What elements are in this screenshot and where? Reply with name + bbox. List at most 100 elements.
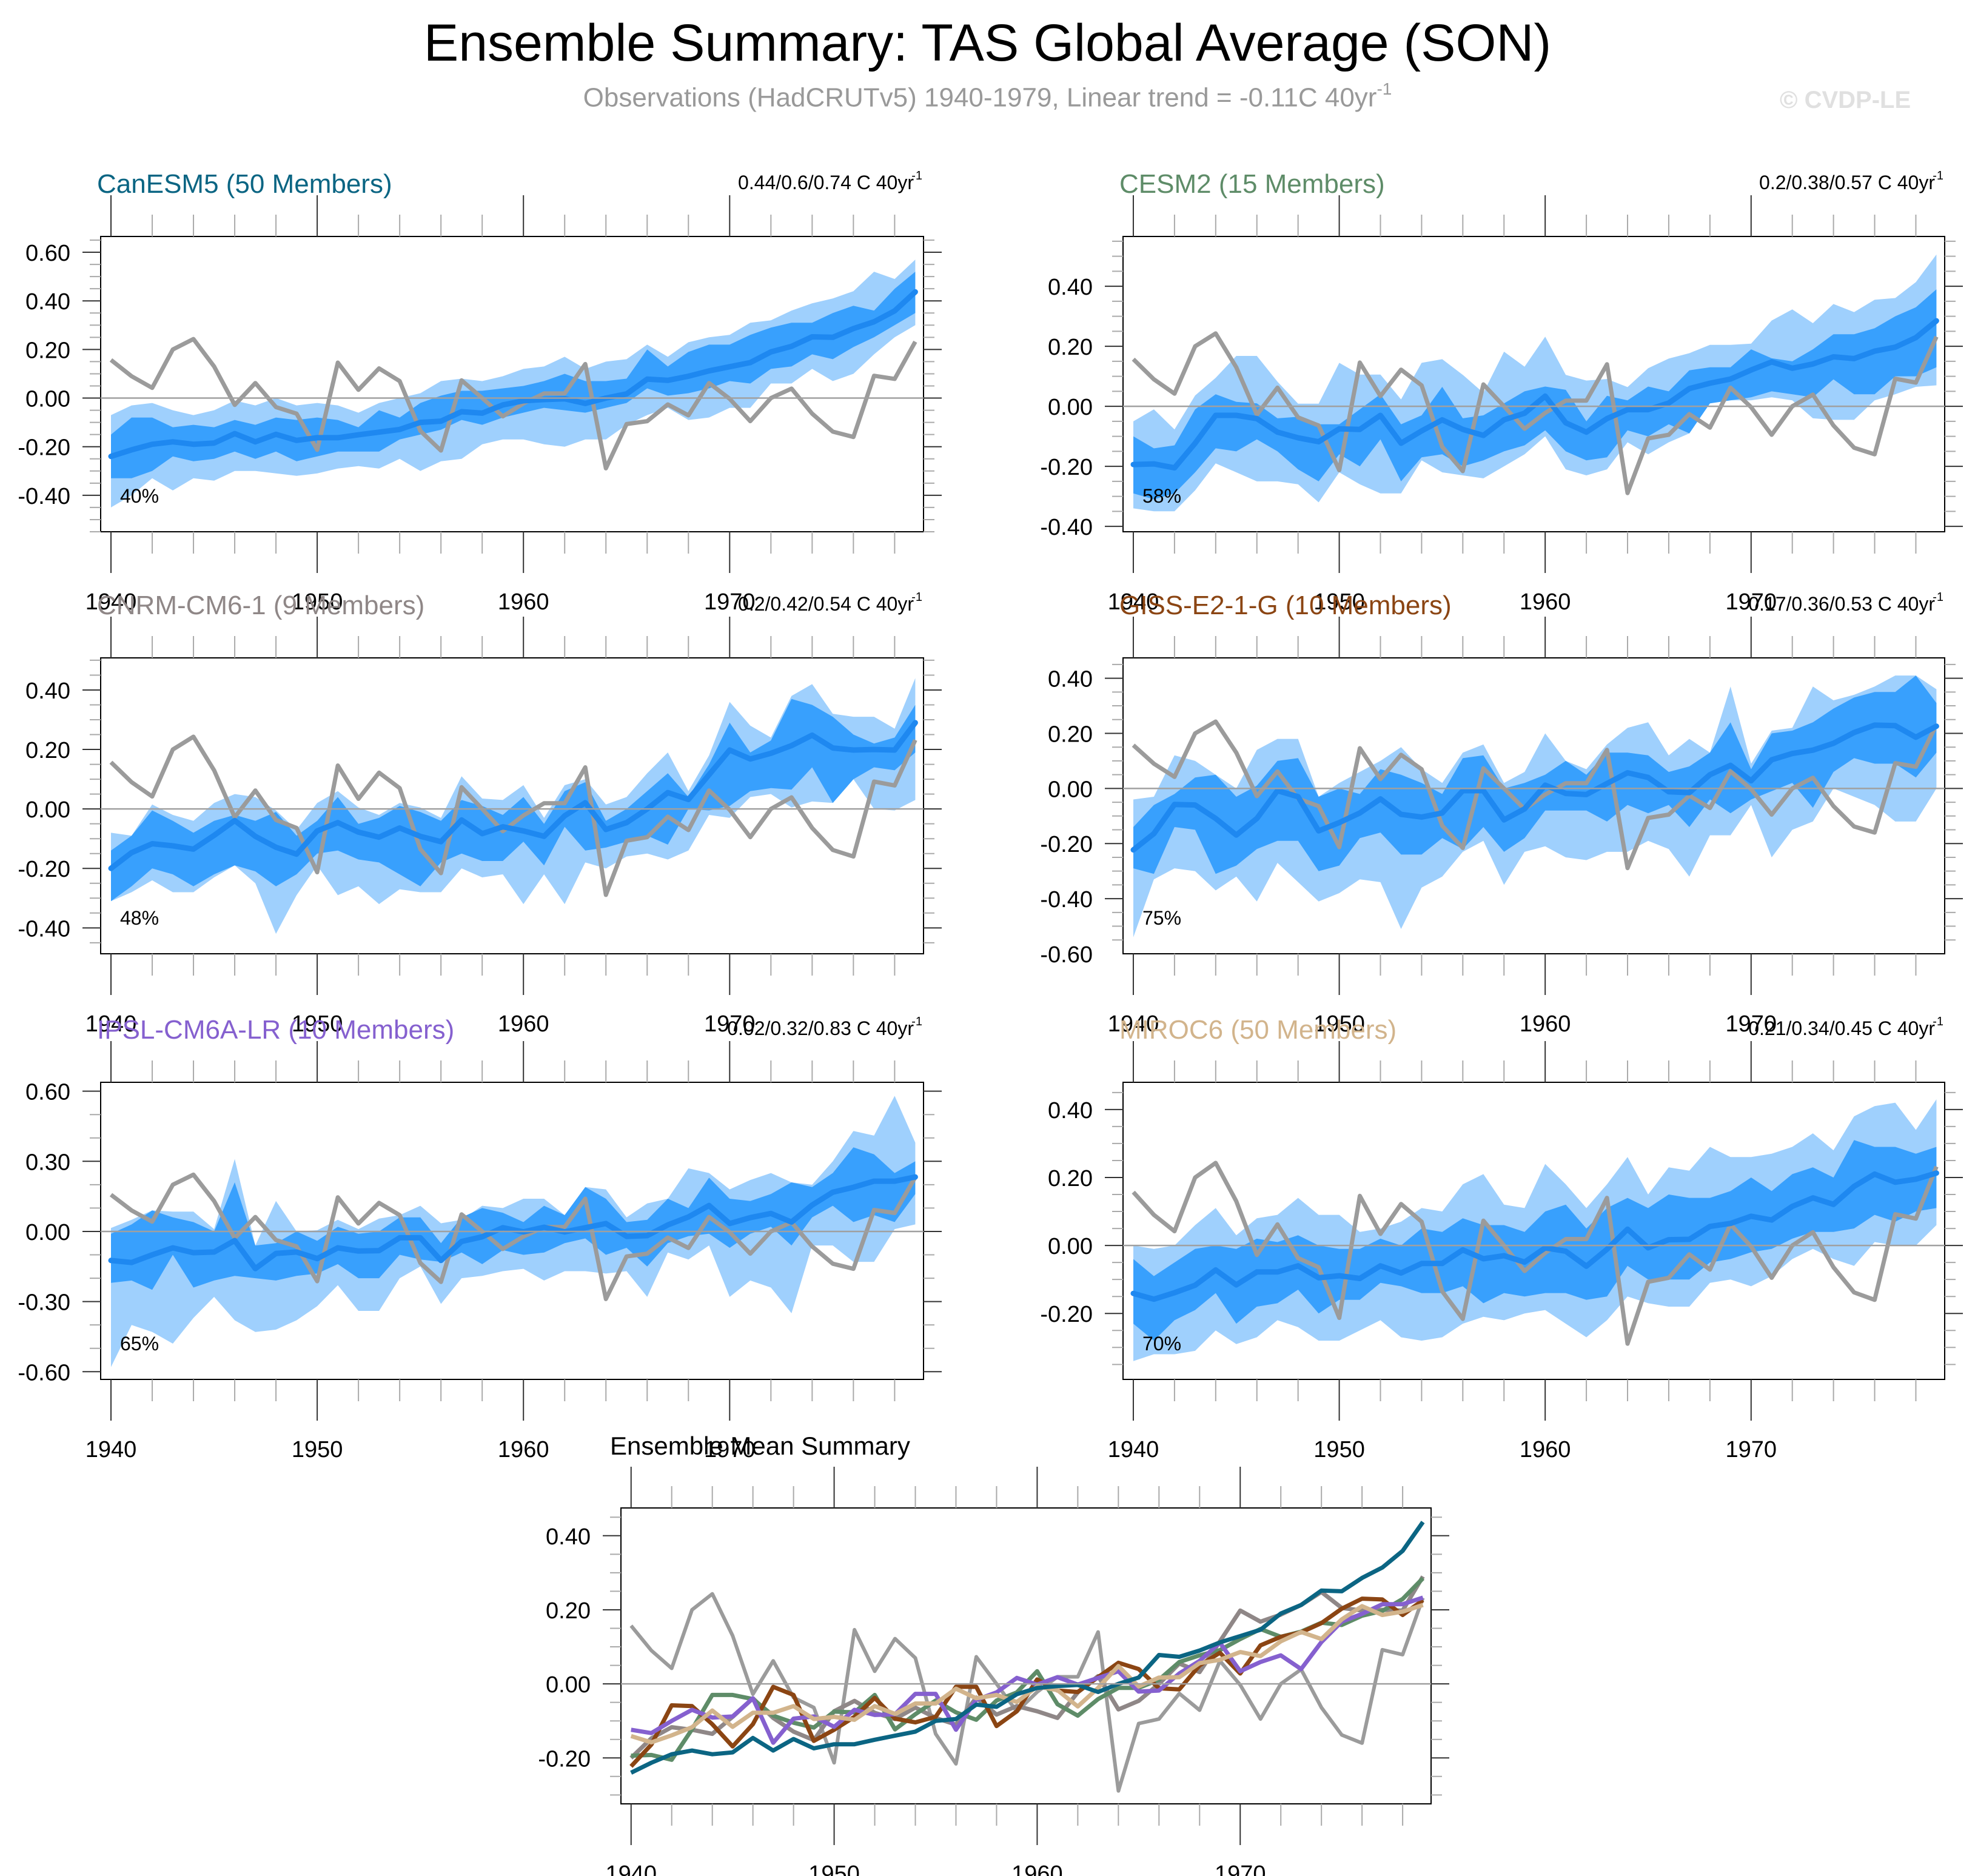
y-tick-label: 0.40 bbox=[1048, 1098, 1093, 1124]
y-tick-label: 0.00 bbox=[25, 1220, 70, 1245]
trend-label: 0.2/0.38/0.57 C 40yr bbox=[1759, 172, 1935, 193]
y-tick-label: 0.40 bbox=[1048, 275, 1093, 300]
y-tick-label: 0.20 bbox=[1048, 335, 1093, 360]
x-tick-label: 1950 bbox=[1313, 589, 1365, 615]
x-tick-label: 1970 bbox=[1726, 1437, 1777, 1462]
ensemble-mean-line bbox=[1130, 318, 1939, 471]
ensemble-inner-range-band bbox=[111, 698, 916, 902]
x-tick-label: 1960 bbox=[1520, 1011, 1571, 1037]
trend-label: 0.02/0.32/0.83 C 40yr bbox=[727, 1017, 914, 1039]
panel-ensemble-mean-summary: Ensemble Mean Summary -0.20 0.00 0.20 0.40 19… bbox=[538, 1432, 1449, 1876]
panel-ipsl-cm6a-lr: IPSL-CM6A-LR (10 Members) 0.02/0.32/0.83 … bbox=[18, 1015, 942, 1462]
y-tick-label: -0.40 bbox=[1040, 887, 1093, 913]
plot-frame bbox=[1122, 657, 1945, 954]
percent-label: 65% bbox=[120, 1333, 159, 1355]
y-tick-label: 0.60 bbox=[25, 241, 70, 266]
y-tick-label: 0.00 bbox=[1048, 1234, 1093, 1259]
y-tick-label: 0.00 bbox=[1048, 777, 1093, 802]
panel-cnrm-cm6-1: CNRM-CM6-1 (9 Members) 0.2/0.42/0.54 C 40… bbox=[18, 591, 942, 1037]
x-tick-label: 1950 bbox=[808, 1861, 860, 1876]
y-tick-label: -0.20 bbox=[1040, 832, 1093, 857]
plot-area bbox=[1130, 254, 1939, 512]
y-tick-label: 0.40 bbox=[25, 678, 70, 704]
panel-title: CESM2 (15 Members) bbox=[1119, 169, 1385, 199]
x-tick-label: 1970 bbox=[704, 1011, 756, 1037]
y-tick-label: 0.00 bbox=[25, 387, 70, 412]
observations-line bbox=[1132, 331, 1939, 495]
x-tick-label: 1950 bbox=[292, 589, 343, 615]
plot-frame bbox=[620, 1507, 1432, 1804]
trend-label: 0.44/0.6/0.74 C 40yr bbox=[738, 172, 914, 193]
x-tick-label: 1960 bbox=[498, 1011, 549, 1037]
plot-area bbox=[1130, 1099, 1939, 1361]
ensemble-mean-line bbox=[1130, 1170, 1939, 1302]
figure-title: Ensemble Summary: TAS Global Average (SO… bbox=[423, 14, 1552, 72]
trend-label: 0.21/0.34/0.45 C 40yr bbox=[1748, 1017, 1935, 1039]
ensemble-mean-line-miroc6 bbox=[630, 1603, 1424, 1745]
y-tick-label: 0.20 bbox=[546, 1598, 591, 1624]
x-tick-label: 1960 bbox=[498, 589, 549, 615]
figure-subtitle: Observations (HadCRUTv5) 1940-1979, Line… bbox=[0, 79, 1975, 113]
observations-line bbox=[109, 734, 917, 897]
plot-area bbox=[1130, 675, 1939, 937]
x-tick-label: 1940 bbox=[1108, 1437, 1159, 1462]
x-tick-label: 1940 bbox=[86, 589, 137, 615]
percent-label: 40% bbox=[120, 485, 159, 507]
ensemble-outer-range-band bbox=[111, 260, 916, 508]
x-tick-label: 1940 bbox=[86, 1011, 137, 1037]
y-tick-label: 0.20 bbox=[1048, 722, 1093, 747]
y-tick-label: 0.00 bbox=[1048, 395, 1093, 420]
plot-area bbox=[108, 260, 918, 508]
observations-line bbox=[109, 1172, 917, 1301]
y-tick-label: -0.20 bbox=[18, 857, 70, 882]
plot-area bbox=[108, 678, 918, 934]
subtitle-superscript: -1 bbox=[1376, 79, 1392, 98]
subtitle-text: Observations (HadCRUTv5) 1940-1979, Line… bbox=[583, 82, 1377, 113]
panel-title: IPSL-CM6A-LR (10 Members) bbox=[97, 1015, 454, 1045]
panel-giss-e2-1-g: GISS-E2-1-G (10 Members) 0.17/0.36/0.53 C… bbox=[1040, 591, 1963, 1037]
observations-line bbox=[629, 1592, 1425, 1793]
observations-line bbox=[1132, 1161, 1939, 1346]
trend-label-superscript: -1 bbox=[911, 591, 922, 604]
plot-frame bbox=[1122, 1082, 1945, 1380]
y-tick-label: 0.40 bbox=[25, 289, 70, 315]
trend-label-superscript: -1 bbox=[911, 1015, 922, 1028]
x-tick-label: 1940 bbox=[605, 1861, 657, 1876]
ensemble-mean-line-ipsl-cm6a-lr bbox=[631, 1595, 1424, 1745]
y-tick-label: 0.40 bbox=[1048, 667, 1093, 692]
ensemble-mean-line bbox=[108, 1174, 918, 1271]
panel-title: CanESM5 (50 Members) bbox=[97, 169, 392, 199]
plot-frame bbox=[100, 236, 924, 532]
x-tick-label: 1950 bbox=[1313, 1011, 1365, 1037]
x-tick-label: 1960 bbox=[1011, 1861, 1063, 1876]
panel-miroc6: MIROC6 (50 Members) 0.21/0.34/0.45 C 40yr… bbox=[1040, 1015, 1963, 1462]
x-tick-label: 1940 bbox=[86, 1437, 137, 1462]
y-tick-label: 0.20 bbox=[1048, 1166, 1093, 1191]
y-tick-label: 0.60 bbox=[25, 1080, 70, 1105]
copyright-label: © CVDP-LE bbox=[1780, 87, 1911, 113]
y-tick-label: -0.30 bbox=[18, 1290, 70, 1316]
trend-label-superscript: -1 bbox=[1933, 1015, 1943, 1028]
observations-line bbox=[1132, 719, 1939, 871]
x-tick-label: 1970 bbox=[1726, 589, 1777, 615]
panel-canesm5: CanESM5 (50 Members) 0.44/0.6/0.74 C 40yr… bbox=[18, 169, 942, 615]
x-tick-label: 1970 bbox=[1215, 1861, 1266, 1876]
y-tick-label: -0.40 bbox=[18, 484, 70, 509]
y-tick-label: 0.00 bbox=[546, 1672, 591, 1698]
percent-label: 75% bbox=[1142, 907, 1181, 929]
ensemble-inner-range-band bbox=[1133, 1140, 1937, 1341]
y-tick-label: -0.20 bbox=[18, 435, 70, 461]
y-tick-label: -0.40 bbox=[18, 916, 70, 942]
trend-label-superscript: -1 bbox=[1933, 169, 1943, 183]
percent-label: 48% bbox=[120, 907, 159, 929]
panel-title: Ensemble Mean Summary bbox=[610, 1432, 910, 1460]
ensemble-mean-line-canesm5 bbox=[630, 1521, 1425, 1775]
plot-frame bbox=[100, 657, 924, 954]
y-tick-label: -0.20 bbox=[538, 1746, 591, 1772]
panel-cesm2: CESM2 (15 Members) 0.2/0.38/0.57 C 40yr-1… bbox=[1040, 169, 1963, 615]
y-tick-label: -0.60 bbox=[18, 1360, 70, 1385]
trend-label: 0.17/0.36/0.53 C 40yr bbox=[1748, 593, 1935, 615]
x-tick-label: 1970 bbox=[704, 1437, 756, 1462]
plot-frame bbox=[1122, 236, 1945, 532]
